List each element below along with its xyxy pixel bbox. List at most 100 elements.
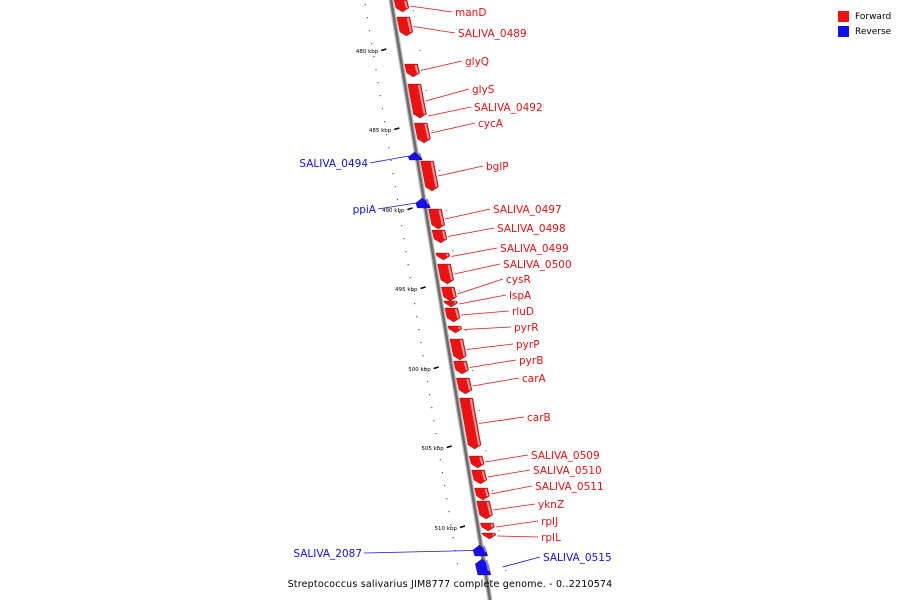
scale-dot (425, 90, 428, 92)
legend: Forward Reverse (838, 9, 891, 39)
label-leader (457, 278, 504, 295)
scale-dot (381, 108, 384, 110)
label-leader (445, 208, 491, 220)
gene-highlight (438, 209, 444, 226)
scale-dot (375, 69, 377, 71)
gene-label: manD (455, 7, 486, 19)
label-leader (425, 88, 470, 102)
label-leader (497, 535, 539, 538)
gene-label: rluD (512, 306, 534, 318)
tick-label: 490 kbp (382, 208, 405, 214)
gene-label: yknZ (538, 499, 564, 511)
gene-label: SALIVA_0494 (299, 158, 368, 170)
scale-dot (452, 537, 454, 539)
gene-label: SALIVA_0492 (474, 102, 543, 114)
label-leader (460, 310, 510, 316)
tick-mark (433, 366, 439, 370)
scale-dot (472, 370, 474, 372)
label-leader (490, 485, 533, 495)
label-leader (437, 165, 484, 177)
gene-label: carA (522, 373, 547, 385)
label-leader (413, 26, 456, 34)
gene-label: glyS (472, 84, 495, 96)
gene-label: SALIVA_0500 (503, 259, 572, 271)
scale-dot (413, 303, 416, 305)
gene-highlight (486, 501, 492, 516)
scale-dot (444, 485, 446, 487)
scale-dot (407, 264, 409, 266)
label-leader (495, 520, 539, 528)
legend-reverse: Reverse (838, 24, 891, 39)
scale-dot (458, 290, 461, 292)
scale-dot (439, 459, 441, 461)
gene-label: SALIVA_0511 (535, 481, 604, 493)
tick-label: 485 kbp (369, 128, 392, 134)
label-leader (430, 122, 476, 134)
scale-dot (366, 17, 369, 19)
scale-dot (437, 446, 439, 448)
gene-highlight (451, 287, 456, 298)
scale-dot (388, 147, 390, 149)
scale-dot (390, 160, 392, 162)
scale-dot (505, 570, 507, 572)
gene-highlight (492, 533, 495, 536)
scale-dot (394, 186, 396, 188)
scale-dot (411, 290, 414, 292)
gene-label: pyrP (516, 339, 540, 351)
label-leader (478, 416, 525, 424)
gene-feature (481, 532, 497, 540)
reverse-swatch (838, 26, 849, 37)
scale-dot (379, 95, 381, 97)
gene-highlight (453, 301, 457, 304)
scale-dot (426, 381, 429, 383)
tick-label: 505 kbp (421, 446, 444, 452)
scale-dot (424, 368, 426, 370)
gene-label: cycA (478, 118, 504, 130)
gene-label: lspA (509, 290, 532, 302)
gene-highlight (418, 152, 422, 157)
gene-label: pyrB (519, 355, 543, 367)
label-leader (469, 359, 517, 368)
scale-dot (439, 170, 441, 172)
scale-dot (401, 225, 403, 227)
scale-dot (450, 524, 452, 526)
genome-backbone (389, 0, 492, 600)
label-leader (466, 343, 514, 350)
scale-dot (441, 472, 444, 474)
scale-dot (416, 316, 418, 318)
label-leader (369, 155, 409, 164)
gene-label: cysR (506, 274, 531, 286)
gene-label: SALIVA_0510 (533, 465, 602, 477)
scale-dot (405, 251, 407, 253)
scale-dot (432, 130, 434, 132)
legend-reverse-label: Reverse (855, 26, 892, 37)
label-leader (459, 294, 507, 305)
gene-feature (412, 113, 427, 119)
scale-dot (448, 511, 450, 513)
gene-highlight (404, 0, 408, 9)
gene-label: SALIVA_0498 (497, 223, 566, 235)
scale-dot (465, 330, 467, 332)
scale-dot (420, 342, 422, 344)
tick-label: 495 kbp (395, 287, 418, 293)
tick-mark (394, 127, 400, 131)
scale-dot (418, 329, 420, 331)
scale-dot (452, 250, 454, 252)
scale-dot (435, 433, 437, 435)
gene-label: SALIVA_0497 (493, 204, 562, 216)
tick-mark (407, 207, 413, 211)
legend-forward: Forward (838, 9, 891, 24)
gene-label: ppiA (353, 204, 377, 216)
gene-feature (443, 300, 458, 308)
gene-label: SALIVA_0499 (500, 243, 569, 255)
gene-feature (420, 160, 439, 192)
label-leader (485, 454, 529, 463)
label-leader (454, 263, 501, 275)
scale-dot (398, 212, 401, 214)
gene-highlight (454, 308, 460, 319)
tick-mark (420, 286, 426, 290)
scale-dot (386, 134, 388, 136)
label-leader (472, 377, 520, 387)
gene-label: rpIJ (541, 516, 558, 528)
